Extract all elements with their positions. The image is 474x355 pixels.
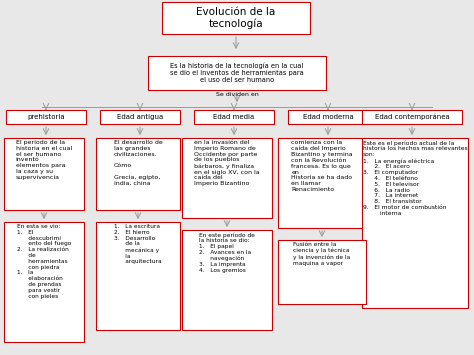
FancyBboxPatch shape bbox=[362, 110, 462, 124]
FancyBboxPatch shape bbox=[148, 56, 326, 90]
Text: El desarrollo de
las grandes
civilizaciones.

Cómo

Grecia, egipto,
india, china: El desarrollo de las grandes civilizacio… bbox=[114, 140, 163, 186]
FancyBboxPatch shape bbox=[182, 230, 272, 330]
FancyBboxPatch shape bbox=[162, 2, 310, 34]
Text: El periodo de la
historia en el cual
el ser humano
inventó
elementos para
la caz: El periodo de la historia en el cual el … bbox=[16, 140, 72, 180]
Text: comienza con la
caída del Imperio
Bizantino y termina
con la Revolución
francesa: comienza con la caída del Imperio Bizant… bbox=[291, 140, 353, 192]
Text: Se dividen en: Se dividen en bbox=[216, 93, 258, 98]
FancyBboxPatch shape bbox=[4, 222, 84, 342]
Text: Edad media: Edad media bbox=[213, 114, 255, 120]
FancyBboxPatch shape bbox=[182, 138, 272, 218]
FancyBboxPatch shape bbox=[96, 222, 180, 330]
FancyBboxPatch shape bbox=[96, 138, 180, 210]
Text: prehistoria: prehistoria bbox=[27, 114, 65, 120]
Text: Este es el período actual de la
historia los hechos mas relevantes
son:
1.   La : Este es el período actual de la historia… bbox=[363, 140, 467, 216]
Text: Edad antigua: Edad antigua bbox=[117, 114, 163, 120]
Text: En esta se vio:
1.   El
      descubrimi
      ento del fuego
2.   La realizació: En esta se vio: 1. El descubrimi ento de… bbox=[17, 224, 71, 299]
Text: Edad moderna: Edad moderna bbox=[302, 114, 354, 120]
FancyBboxPatch shape bbox=[288, 110, 368, 124]
Text: Evolución de la
tecnología: Evolución de la tecnología bbox=[196, 7, 275, 29]
FancyBboxPatch shape bbox=[194, 110, 274, 124]
Text: en la invasión del
Imperio Romano de
Occidente por parte
de los pueblos
bárbaros: en la invasión del Imperio Romano de Occ… bbox=[194, 140, 260, 186]
Text: Fusión entre la
ciencia y la técnica
y la invención de la
maquina a vapor: Fusión entre la ciencia y la técnica y l… bbox=[293, 242, 351, 266]
Text: Es la historia de la tecnología en la cual
se dio el inventos de herramientas pa: Es la historia de la tecnología en la cu… bbox=[170, 63, 304, 83]
FancyBboxPatch shape bbox=[362, 138, 468, 308]
FancyBboxPatch shape bbox=[278, 138, 366, 228]
Text: 1.   La escritura
2.   El hierro
3.   Desarrollo
      de la
      mecánica y
  : 1. La escritura 2. El hierro 3. Desarrol… bbox=[114, 224, 162, 264]
FancyBboxPatch shape bbox=[100, 110, 180, 124]
FancyBboxPatch shape bbox=[6, 110, 86, 124]
FancyBboxPatch shape bbox=[4, 138, 84, 210]
FancyBboxPatch shape bbox=[278, 240, 366, 304]
Text: Edad contemporánea: Edad contemporánea bbox=[374, 114, 449, 120]
Text: En este período de
la historia se dio:
1.   El papel
2.   Avances en la
      na: En este período de la historia se dio: 1… bbox=[199, 232, 255, 273]
